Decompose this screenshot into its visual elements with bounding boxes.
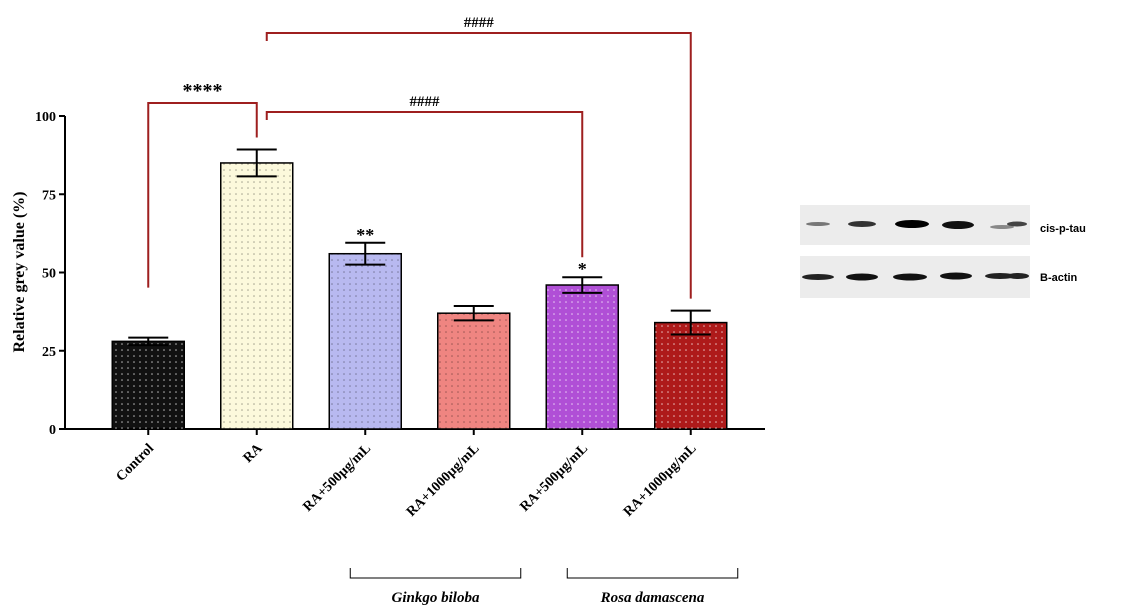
blot-band	[846, 273, 878, 281]
bar-texture	[329, 253, 402, 429]
bar-texture	[220, 162, 293, 429]
significance-bracket	[265, 111, 584, 258]
bar-annotation: **	[356, 225, 374, 245]
bar-texture	[437, 313, 510, 429]
group-bracket	[566, 568, 739, 579]
x-tick-label: RA	[241, 441, 267, 467]
x-tick-label: Control	[114, 441, 158, 485]
significance-label: ####	[464, 15, 495, 31]
group-label: Rosa damascena	[600, 590, 705, 606]
group-bracket	[349, 568, 522, 579]
y-tick-label: 0	[49, 423, 56, 438]
western-blot: cis-p-tau B-actin	[800, 205, 1086, 298]
group-label: Ginkgo biloba	[392, 590, 480, 606]
blot-band	[895, 220, 929, 228]
blot-band	[1007, 273, 1029, 279]
blot-band	[942, 221, 974, 229]
blot-band	[806, 222, 830, 226]
significance-bracket	[147, 102, 258, 288]
blot-band	[802, 274, 834, 280]
blot-label: cis-p-tau	[1040, 223, 1086, 235]
y-tick-label: 100	[35, 110, 56, 125]
significance-label: ****	[183, 80, 223, 102]
x-tick-label: RA+500µg/mL	[300, 441, 374, 515]
blot-band	[1007, 221, 1027, 227]
x-tick-label: RA+1000µg/mL	[404, 441, 483, 520]
bar-texture	[112, 341, 185, 429]
y-tick-label: 75	[42, 188, 56, 203]
blot-label: B-actin	[1040, 272, 1078, 284]
significance-bracket	[265, 32, 692, 299]
blot-band	[893, 273, 927, 281]
x-tick-label: RA+1000µg/mL	[621, 441, 700, 520]
bar-texture	[654, 322, 727, 429]
blot-band	[940, 272, 972, 280]
blot-band	[848, 221, 876, 227]
bar-annotation: *	[578, 259, 587, 279]
y-tick-label: 50	[42, 267, 56, 282]
x-tick-label: RA+500µg/mL	[517, 441, 591, 515]
blot-band	[985, 273, 1015, 279]
blot-band	[990, 225, 1014, 229]
y-axis-label: Relative grey value (%)	[11, 192, 28, 353]
y-tick-label: 25	[42, 345, 56, 360]
bar-texture	[546, 285, 619, 429]
significance-label: ####	[410, 94, 441, 110]
